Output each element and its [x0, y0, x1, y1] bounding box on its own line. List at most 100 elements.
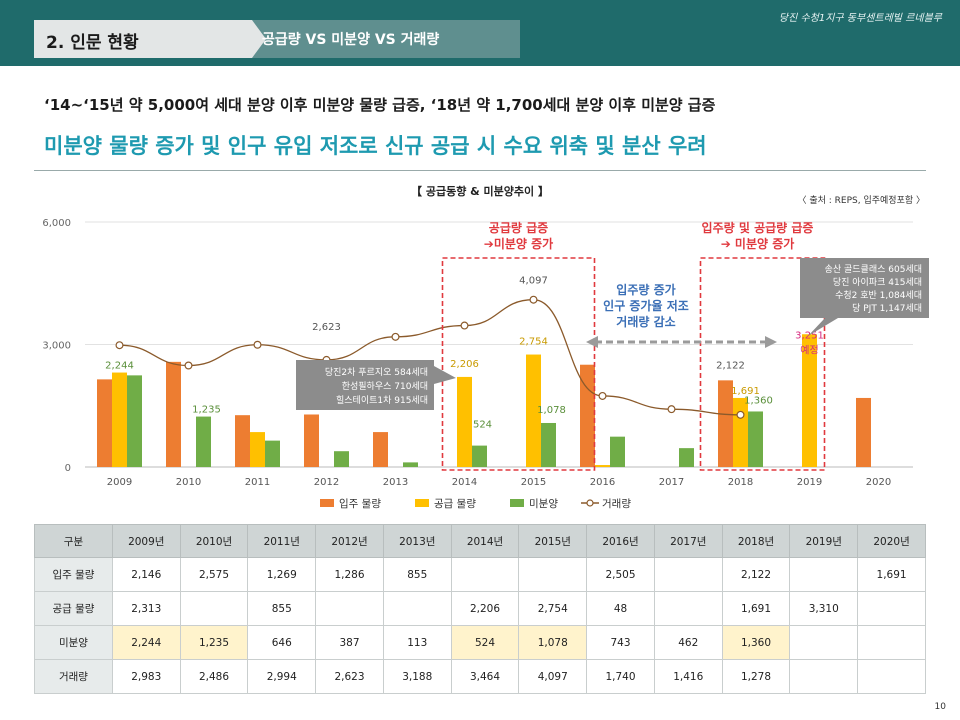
line-point: [391, 332, 400, 341]
table-cell: 1,269: [247, 557, 317, 592]
callout-text: 당진2차 푸르지오 584세대: [325, 366, 428, 378]
table-header-cell: 2018년: [721, 524, 791, 558]
bar-공급 물량: [802, 334, 817, 467]
legend-swatch: [586, 499, 594, 507]
table-header-cell: 2011년: [247, 524, 317, 558]
bar-미분양: [610, 436, 625, 467]
data-label: 4,097: [519, 276, 548, 287]
bar-입주 물량: [166, 361, 181, 467]
table-cell: 2,122: [721, 557, 791, 592]
line-point: [529, 295, 538, 304]
table-cell: 1,360: [721, 625, 791, 660]
line-point: [736, 410, 745, 419]
data-label: 2,244: [105, 360, 134, 371]
bar-미분양: [472, 445, 487, 467]
row-label: 공급 물량: [34, 591, 113, 626]
table-body: 입주 물량 2,146 2,575 1,269 1,286 855 2,505 2,122 1,…: [34, 557, 926, 694]
row-label: 입주 물량: [34, 557, 113, 592]
callout-box: [800, 258, 929, 318]
line-point: [460, 321, 469, 330]
table-cell: 2,486: [179, 659, 249, 694]
legend-label: 미분양: [529, 498, 558, 510]
headline-secondary: 미분양 물량 증가 및 인구 유입 저조로 신규 공급 시 수요 위축 및 분산…: [44, 134, 707, 158]
table-cell: 3,464: [450, 659, 520, 694]
table-cell: 1,235: [179, 625, 249, 660]
y-tick-label: 0: [65, 463, 71, 474]
line-point: [115, 341, 124, 350]
x-tick-label: 2016: [590, 477, 615, 488]
callout-text: 당 PJT 1,147세대: [852, 303, 922, 314]
table-cell: [382, 591, 452, 626]
callout-text: 한성필하우스 710세대: [342, 380, 428, 392]
table-row: 거래량 2,983 2,486 2,994 2,623 3,188 3,464 4,097 1,…: [34, 659, 926, 694]
bar-미분양: [334, 451, 349, 467]
callout-text: 송산 골드클래스 605세대: [825, 264, 922, 275]
chart-title: 【 공급동향 & 미분양추이 】: [411, 184, 549, 198]
table-row: 미분양 2,244 1,235 646 387 113 524 1,078 743 462 1,36…: [34, 625, 926, 660]
bar-공급 물량: [250, 432, 265, 467]
table-cell: [789, 625, 859, 660]
bar-입주 물량: [304, 414, 319, 467]
data-label: 2,623: [312, 322, 341, 333]
table-cell: 2,505: [586, 557, 655, 592]
table-cell: 1,278: [721, 659, 791, 694]
table-header-cell: 2014년: [450, 524, 520, 558]
table-cell: 2,244: [111, 625, 181, 660]
x-tick-label: 2015: [521, 477, 546, 488]
data-label: 예정: [800, 344, 818, 356]
subtitle-notch: [252, 20, 266, 58]
data-label: 3,251: [795, 330, 824, 341]
bar-입주 물량: [718, 380, 733, 467]
table-cell: [450, 557, 520, 592]
table-cell: 113: [382, 625, 452, 660]
bar-미분양: [265, 440, 280, 467]
table-cell: 2,146: [111, 557, 181, 592]
bar-입주 물량: [235, 415, 250, 467]
annotation-text: 입주량 및 공급량 급증: [702, 220, 814, 235]
callout-box: [296, 360, 434, 410]
bar-미분양: [403, 462, 418, 467]
data-label: 2,754: [519, 337, 548, 348]
table-cell: [315, 591, 384, 626]
bar-공급 물량: [457, 376, 472, 467]
bar-미분양: [541, 422, 556, 467]
breadcrumb: 당진 수청1지구 동부센트레빌 르네블루: [778, 13, 942, 24]
line-point: [598, 391, 607, 400]
line-point: [184, 361, 193, 370]
x-tick-label: 2020: [866, 477, 891, 488]
annotation-text: ➔ 미분양 증가: [721, 236, 795, 251]
table-cell: 2,994: [247, 659, 317, 694]
table-cell: 855: [247, 591, 317, 626]
legend-label: 거래량: [602, 498, 631, 510]
table-row: 공급 물량 2,313 855 2,206 2,754 48 1,691 3,310: [34, 591, 926, 626]
bar-미분양: [748, 411, 763, 467]
line-거래량: [119, 299, 741, 416]
table-cell: [789, 557, 859, 592]
x-tick-label: 2009: [107, 477, 132, 488]
table-cell: [653, 557, 723, 592]
bar-입주 물량: [373, 432, 388, 467]
table-cell: 1,416: [653, 659, 723, 694]
table-cell: 1,740: [586, 659, 655, 694]
section-title: 2. 인문 현황: [46, 33, 139, 53]
table-header-cell: 2020년: [857, 524, 926, 558]
y-tick-label: 3,000: [42, 341, 71, 352]
subtitle-box: [252, 20, 520, 58]
data-table: 구분 2009년 2010년 2011년 2012년 2013년 2014년 2015년 201…: [34, 524, 926, 694]
callout-text: 수청2 호반 1,084세대: [835, 290, 922, 301]
annotation-text: ➔미분양 증가: [484, 236, 553, 251]
table-cell: [857, 625, 926, 660]
annotation-text: 공급량 급증: [489, 221, 548, 235]
legend-swatch: [320, 499, 334, 507]
data-label: 1,360: [744, 395, 773, 406]
table-cell: 2,313: [111, 591, 181, 626]
table-cell: 462: [653, 625, 723, 660]
divider-line: [34, 170, 926, 171]
table-cell: 2,983: [111, 659, 181, 694]
table-cell: 743: [586, 625, 655, 660]
table-cell: 3,188: [382, 659, 452, 694]
table-header-cell: 2009년: [111, 524, 181, 558]
supply-unsold-chart: 0 3,000 6,000 【 공급동향 & 미분양추이 】〈 출처 : REPS, …: [42, 184, 929, 510]
table-cell: 2,754: [518, 591, 588, 626]
data-label: 524: [473, 420, 492, 431]
